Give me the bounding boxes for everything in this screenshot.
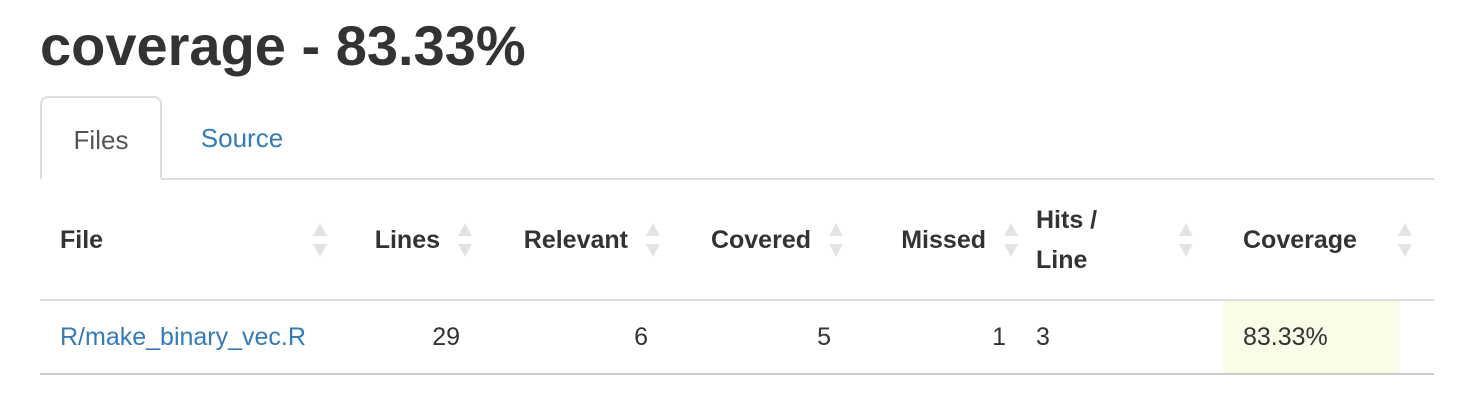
sort-icon	[458, 222, 472, 257]
tab-source[interactable]: Source	[200, 123, 284, 153]
column-header-coverage[interactable]: Coverage	[1223, 180, 1434, 301]
cell-coverage: 83.33%	[1223, 300, 1434, 375]
cell-file: R/make_binary_vec.R	[40, 300, 337, 375]
column-header-file-label: File	[60, 225, 104, 254]
column-header-hits-per-line-label: Hits / Line	[1036, 200, 1097, 280]
sort-icon	[1004, 222, 1018, 257]
column-header-file[interactable]: File	[40, 180, 337, 301]
page-title: coverage - 83.33%	[40, 14, 526, 77]
hits-label-line-2: Line	[1036, 245, 1088, 274]
column-header-hits-per-line[interactable]: Hits / Line	[1026, 180, 1223, 301]
sort-icon	[646, 222, 660, 257]
sort-icon	[829, 222, 843, 257]
hits-label-line-1: Hits /	[1036, 205, 1098, 234]
column-header-lines-label: Lines	[374, 225, 440, 254]
cell-relevant: 6	[480, 300, 668, 375]
sort-icon	[1398, 222, 1412, 257]
column-header-missed-label: Missed	[901, 225, 986, 254]
tab-bar: Files Source	[40, 96, 1434, 180]
column-header-covered[interactable]: Covered	[668, 180, 851, 301]
coverage-table: File Lines Relevant Covered Missed	[40, 180, 1434, 375]
column-header-missed[interactable]: Missed	[851, 180, 1026, 301]
table-header-row: File Lines Relevant Covered Missed	[40, 180, 1434, 301]
column-header-relevant-label: Relevant	[523, 225, 628, 254]
cell-missed: 1	[851, 300, 1026, 375]
cell-covered: 5	[668, 300, 851, 375]
table-row: R/make_binary_vec.R 29 6 5 1 3 83.33%	[40, 300, 1434, 375]
cell-lines: 29	[337, 300, 480, 375]
coverage-value: 83.33%	[1223, 301, 1400, 373]
column-header-covered-label: Covered	[710, 225, 811, 254]
column-header-lines[interactable]: Lines	[337, 180, 480, 301]
sort-icon	[1179, 222, 1193, 257]
file-link[interactable]: R/make_binary_vec.R	[60, 322, 306, 351]
sort-icon	[313, 222, 327, 257]
cell-hits-per-line: 3	[1026, 300, 1223, 375]
column-header-relevant[interactable]: Relevant	[480, 180, 668, 301]
tab-files[interactable]: Files	[40, 96, 162, 180]
column-header-coverage-label: Coverage	[1243, 225, 1357, 254]
